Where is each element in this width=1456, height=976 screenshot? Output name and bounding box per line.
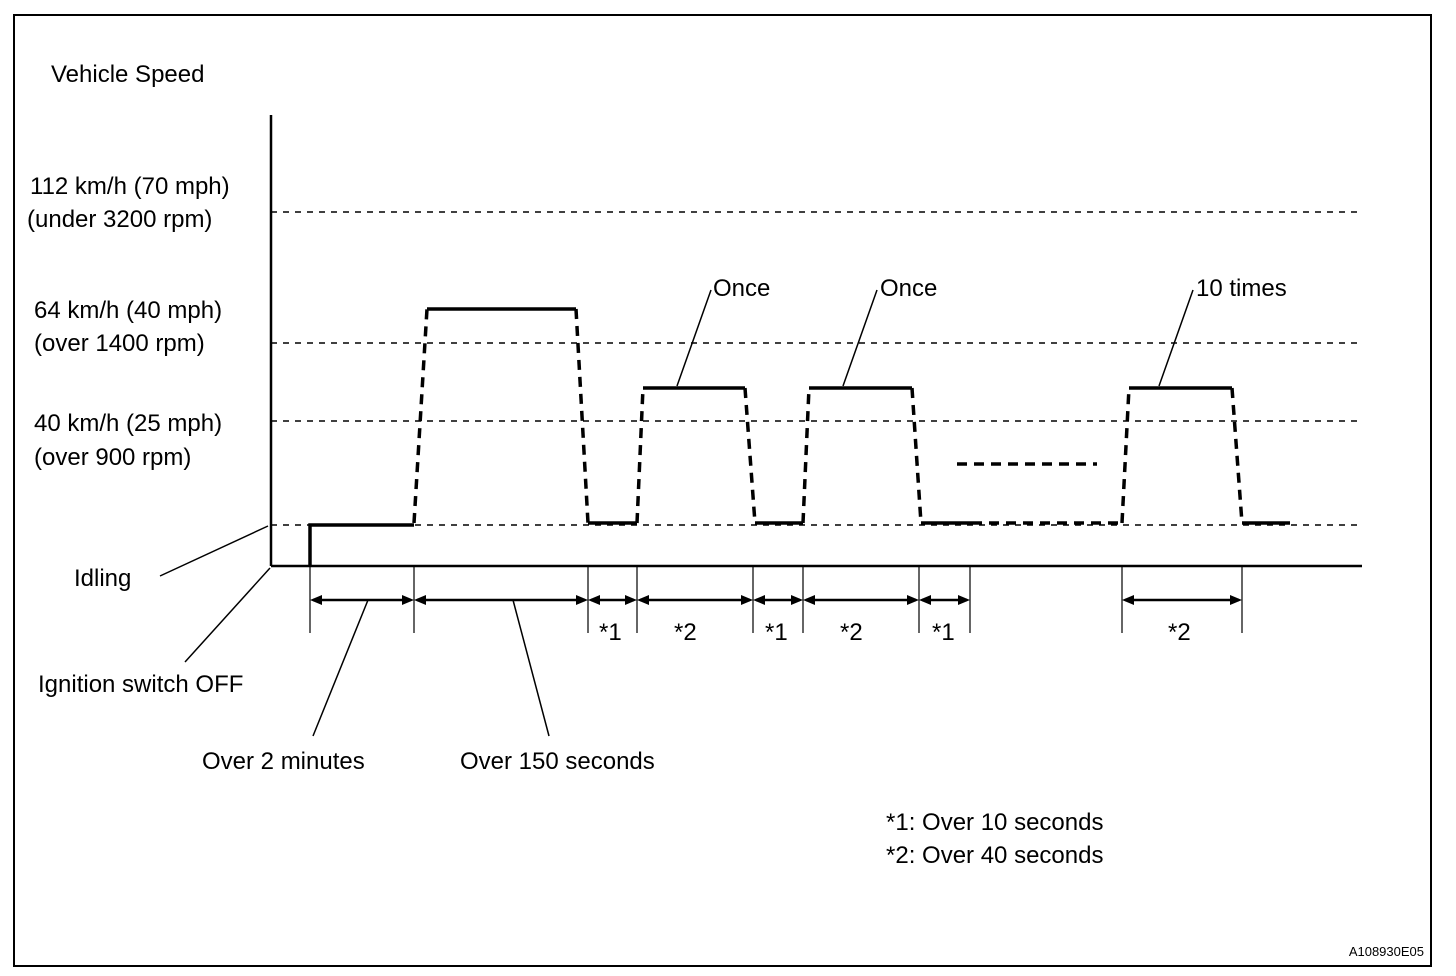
ignition-off-label: Ignition switch OFF <box>38 671 243 698</box>
arrowhead <box>310 595 322 605</box>
star2-label-a: *2 <box>674 619 697 646</box>
ramp-up-1 <box>412 308 429 524</box>
over-2-min-leader <box>312 599 369 737</box>
figure-frame <box>13 14 1432 967</box>
arrowhead <box>625 595 637 605</box>
arrowhead <box>414 595 426 605</box>
figure-code: A108930E05 <box>1349 944 1424 959</box>
over-2-minutes-label: Over 2 minutes <box>202 748 365 775</box>
ramp-down-4 <box>1230 387 1244 524</box>
level-112-label-line1: 112 km/h (70 mph) <box>30 173 230 200</box>
ignition-leader <box>184 567 271 663</box>
arrowhead <box>576 595 588 605</box>
star1-label-b: *1 <box>765 619 788 646</box>
once-callout-1: Once <box>713 275 770 302</box>
over-150-seconds-label: Over 150 seconds <box>460 748 655 775</box>
level-40-label-line2: (over 900 rpm) <box>34 444 191 471</box>
ramp-down-2 <box>743 387 757 524</box>
star1-label-a: *1 <box>599 619 622 646</box>
arrowhead <box>1230 595 1242 605</box>
ramp-down-1 <box>574 308 590 524</box>
arrowhead <box>1122 595 1134 605</box>
idling-label: Idling <box>74 565 131 592</box>
arrowhead <box>588 595 600 605</box>
once-leader-1 <box>676 289 712 387</box>
level-112-label-line2: (under 3200 rpm) <box>27 206 212 233</box>
arrowhead <box>741 595 753 605</box>
legend-note-2: *2: Over 40 seconds <box>886 842 1103 869</box>
over-150s-leader <box>512 599 550 737</box>
star2-label-c: *2 <box>1168 619 1191 646</box>
arrowhead <box>907 595 919 605</box>
once-callout-2: Once <box>880 275 937 302</box>
level-64-label-line2: (over 1400 rpm) <box>34 330 205 357</box>
idle-start-segment <box>308 523 414 566</box>
ten-times-leader <box>1158 289 1194 387</box>
ramp-up-2 <box>635 387 645 524</box>
ramp-up-3 <box>801 387 811 524</box>
arrowhead <box>791 595 803 605</box>
arrowhead <box>402 595 414 605</box>
ramp-down-3 <box>910 387 923 524</box>
arrowhead <box>803 595 815 605</box>
arrowhead <box>919 595 931 605</box>
once-leader-2 <box>842 289 878 387</box>
level-40-label-line1: 40 km/h (25 mph) <box>34 410 222 437</box>
level-64-label-line1: 64 km/h (40 mph) <box>34 297 222 324</box>
idling-leader <box>159 525 269 577</box>
star2-label-b: *2 <box>840 619 863 646</box>
star1-label-c: *1 <box>932 619 955 646</box>
ramp-up-4 <box>1120 387 1131 524</box>
arrowhead <box>753 595 765 605</box>
chart-title: Vehicle Speed <box>51 61 204 88</box>
arrowhead <box>637 595 649 605</box>
arrowhead <box>958 595 970 605</box>
ten-times-callout: 10 times <box>1196 275 1287 302</box>
legend-note-1: *1: Over 10 seconds <box>886 809 1103 836</box>
